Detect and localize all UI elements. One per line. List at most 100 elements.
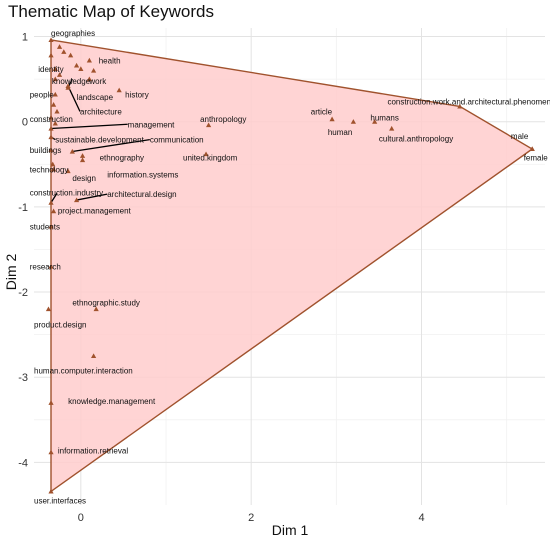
point-marker [54, 108, 60, 114]
keyword-label: students [30, 222, 60, 231]
point-marker [389, 125, 395, 131]
point-marker [50, 166, 57, 172]
keyword-label: user.interfaces [34, 497, 86, 506]
point-marker [78, 66, 84, 71]
chart-title: Thematic Map of Keywords [8, 2, 214, 21]
point-marker [52, 120, 58, 126]
point-marker [529, 146, 535, 152]
keyword-label: information.retrieval [58, 446, 128, 455]
point-marker [48, 147, 54, 152]
point-marker [350, 119, 356, 124]
keyword-label: female [524, 153, 549, 162]
keyword-label: knowledge.management [68, 397, 156, 406]
y-tick-label: -3 [18, 372, 28, 384]
point-marker [48, 125, 54, 131]
point-marker [79, 157, 86, 163]
point-marker [52, 91, 58, 97]
x-tick-label: 0 [78, 512, 84, 524]
y-axis-title: Dim 2 [3, 254, 19, 291]
point-marker [48, 400, 54, 405]
keyword-label: anthropology [200, 115, 246, 124]
keyword-labels: geographies identity knowledge work health pe… [30, 29, 550, 506]
point-marker [48, 449, 54, 455]
y-tick-label: 0 [22, 117, 28, 129]
point-marker [68, 52, 74, 58]
keyword-label: sustainable.development [55, 136, 144, 145]
keyword-label: geographies [51, 29, 95, 38]
point-marker [86, 76, 92, 82]
keyword-label: product.design [34, 320, 86, 329]
keyword-label: human.computer.interaction [34, 366, 133, 375]
point-marker [79, 153, 86, 158]
x-tick-label: 2 [248, 512, 254, 524]
point-marker [48, 114, 54, 120]
point-marker [48, 223, 54, 229]
keyword-label: design [72, 174, 96, 183]
keyword-label: article [311, 107, 333, 116]
points [45, 37, 535, 494]
point-marker [86, 57, 92, 63]
point-marker [91, 67, 97, 73]
point-marker [48, 488, 54, 494]
point-marker [329, 116, 335, 122]
keyword-label: construction [30, 115, 73, 124]
keyword-label: buildings [30, 146, 62, 155]
point-marker [65, 168, 71, 174]
leader-line [76, 193, 108, 201]
point-marker [50, 161, 56, 167]
keyword-label: management [128, 120, 175, 129]
keyword-label: united.kingdom [183, 153, 238, 162]
keyword-label: research [30, 263, 61, 272]
point-marker [50, 102, 57, 107]
point-marker [93, 306, 99, 312]
point-marker [52, 76, 58, 82]
x-axis-title: Dim 1 [272, 522, 309, 538]
x-ticks: 0 2 4 [78, 512, 425, 524]
point-marker [48, 134, 54, 140]
point-marker [48, 37, 54, 43]
point-marker [205, 122, 212, 128]
keyword-label: construction.work.and.architectural.phen… [387, 97, 550, 106]
keyword-label: architectural.design [107, 190, 176, 199]
keyword-label: knowledge [52, 77, 91, 86]
leader-line [67, 85, 81, 112]
point-marker [457, 103, 463, 109]
point-marker [69, 148, 75, 154]
y-tick-label: -2 [18, 287, 28, 299]
keyword-label: ethnography [100, 153, 144, 162]
keyword-label: technology [30, 165, 69, 174]
keyword-label: work [88, 77, 107, 86]
x-tick-label: 4 [418, 512, 424, 524]
point-marker [91, 353, 97, 359]
leader-line [72, 138, 150, 153]
keyword-label: landscape [77, 93, 114, 102]
y-tick-label: -1 [18, 202, 28, 214]
keyword-label: health [99, 56, 121, 65]
keyword-label: identity [38, 65, 63, 74]
leader-line [50, 192, 58, 203]
point-marker [203, 151, 209, 157]
keyword-label: communication [150, 136, 204, 145]
keyword-label: humans [370, 113, 398, 122]
point-marker [45, 306, 52, 312]
keyword-label: history [125, 90, 149, 99]
point-marker [73, 197, 80, 203]
point-marker [48, 52, 54, 58]
keyword-label: project.management [58, 206, 132, 215]
point-marker [73, 62, 80, 68]
keyword-label: male [511, 132, 529, 141]
y-ticks: 1 0 -1 -2 -3 -4 [18, 32, 28, 470]
y-tick-label: 1 [22, 32, 28, 44]
point-marker [48, 263, 54, 269]
point-marker [116, 87, 122, 93]
point-marker [65, 83, 71, 89]
keyword-label: information.systems [107, 171, 178, 180]
y-tick-label: -4 [18, 457, 28, 469]
keyword-label: human [328, 128, 352, 137]
point-marker [48, 200, 54, 205]
keyword-label: cultural.anthropology [379, 135, 453, 144]
point-marker [50, 208, 57, 214]
point-marker [372, 119, 378, 124]
keyword-label: architecture [80, 107, 122, 116]
